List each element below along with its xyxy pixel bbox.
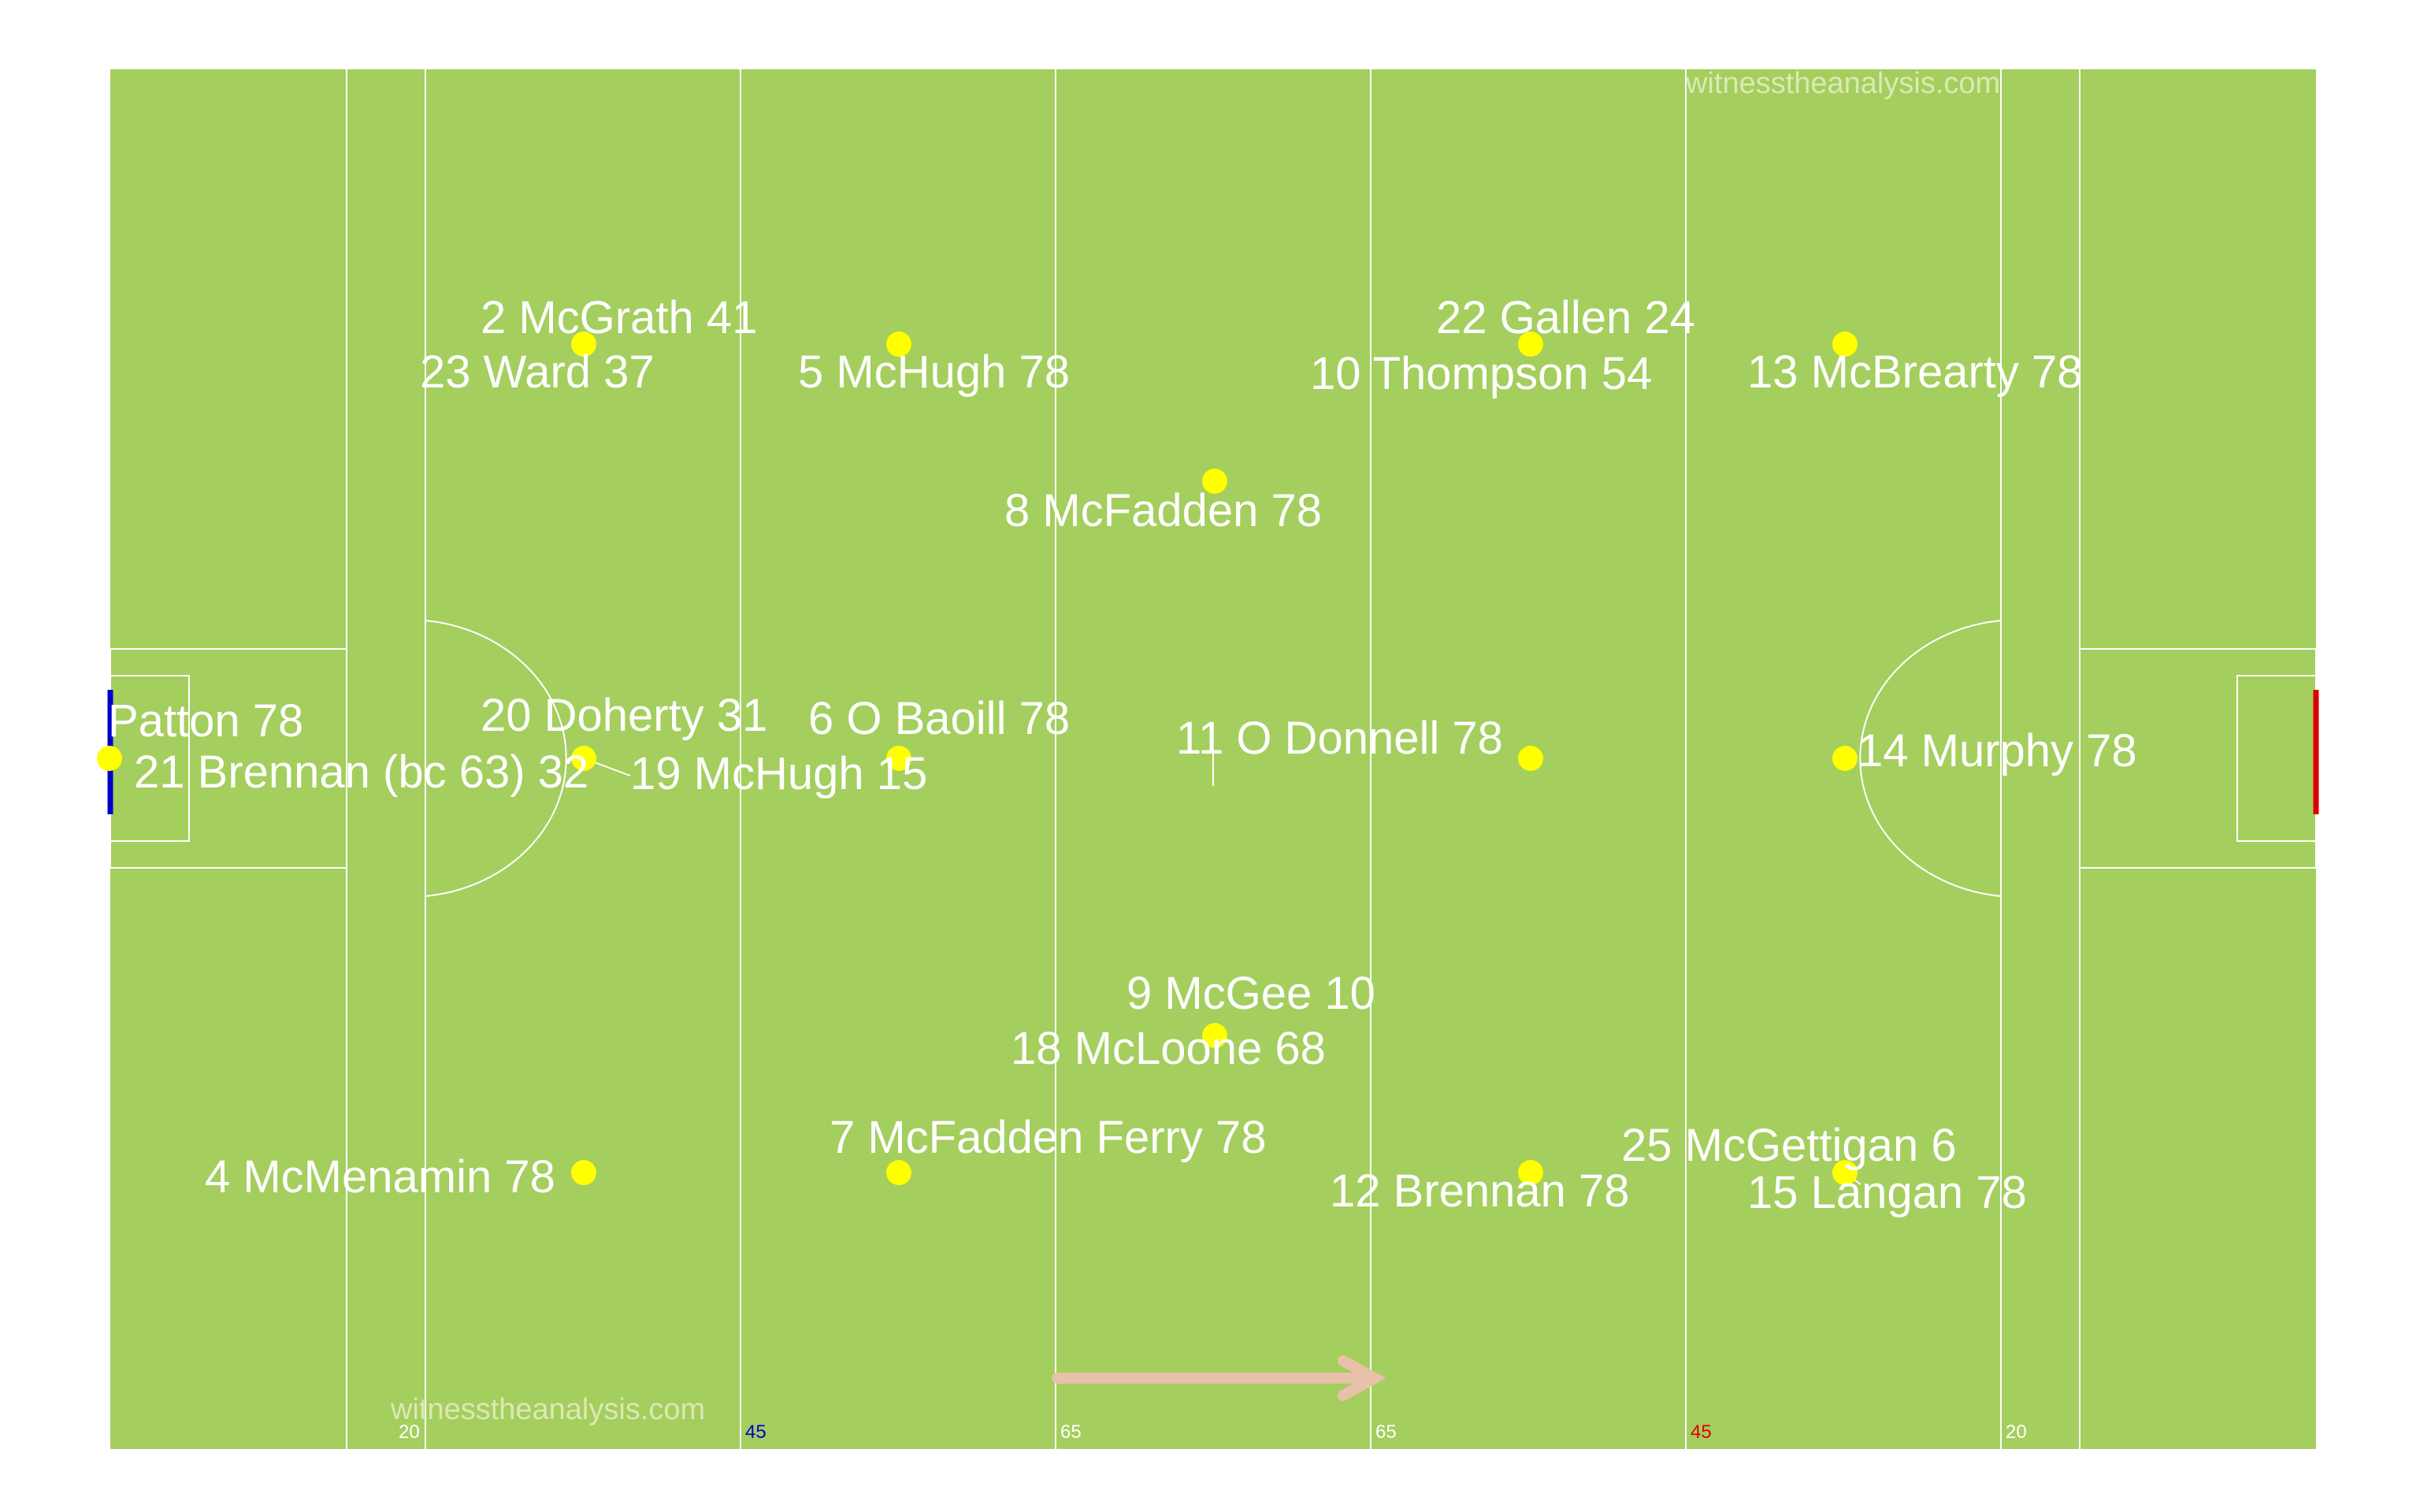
player-dot [1202, 469, 1227, 494]
player-dots [97, 332, 1858, 1185]
line-label: 45 [1691, 1421, 1712, 1443]
player-label: 4 McMenamin 78 [205, 1151, 555, 1203]
player-label: 14 Murphy 78 [1858, 725, 2137, 776]
player-label: 19 McHugh 15 [630, 748, 927, 799]
player-dot [1518, 746, 1543, 771]
player-dot [886, 332, 911, 357]
player-label: 12 Brennan 78 [1330, 1166, 1630, 1217]
player-label: 23 Ward 37 [420, 346, 655, 398]
player-label: 9 McGee 10 [1126, 968, 1375, 1019]
player-label: 2 McGrath 41 [481, 292, 757, 343]
arrow-head [1338, 1355, 1386, 1401]
watermark-bottom: witnesstheanalysis.com [390, 1393, 705, 1426]
player-label: 13 McBrearty 78 [1747, 346, 2083, 398]
player-dot [886, 746, 911, 771]
player-dot [1518, 1160, 1543, 1185]
player-label: 10 Thompson 54 [1310, 348, 1652, 399]
line-label: 45 [745, 1421, 766, 1443]
player-label: 20 Doherty 31 [481, 690, 767, 741]
line-label: 65 [1375, 1421, 1397, 1443]
player-dot [1832, 1160, 1858, 1185]
player-label: Patton 78 [108, 695, 303, 747]
player-dot [1202, 1023, 1227, 1048]
player-dot [97, 746, 122, 771]
line-labels: 20 45 65 65 45 20 [399, 1421, 2027, 1443]
player-dot [571, 1160, 596, 1185]
player-label: 5 McHugh 78 [798, 346, 1070, 398]
player-dot [1832, 332, 1858, 357]
line-label: 20 [2006, 1421, 2027, 1443]
player-label: 25 McGettigan 6 [1621, 1120, 1957, 1171]
player-dot [571, 746, 596, 771]
player-dot [1518, 332, 1543, 357]
player-label: 11 O Donnell 78 [1176, 713, 1503, 764]
watermark-top: witnesstheanalysis.com [1685, 67, 2000, 100]
player-label: 21 Brennan (bc 63) 32 [134, 747, 588, 798]
player-label: 7 McFadden Ferry 78 [830, 1112, 1266, 1163]
player-label: 6 O Baoill 78 [808, 693, 1070, 744]
attack-direction-arrow [1052, 1355, 1386, 1401]
player-label: 8 McFadden 78 [1004, 485, 1322, 536]
line-label: 20 [399, 1421, 420, 1443]
line-label: 65 [1060, 1421, 1082, 1443]
player-dot [886, 1160, 911, 1185]
player-label: 15 Langan 78 [1747, 1167, 2027, 1218]
player-label: 22 Gallen 24 [1436, 292, 1695, 343]
right-d-arc [1859, 620, 2002, 897]
player-dot [1832, 746, 1858, 771]
left-d-arc [425, 620, 567, 897]
player-label: 18 McLoone 68 [1011, 1023, 1326, 1074]
player-dot [571, 332, 596, 357]
